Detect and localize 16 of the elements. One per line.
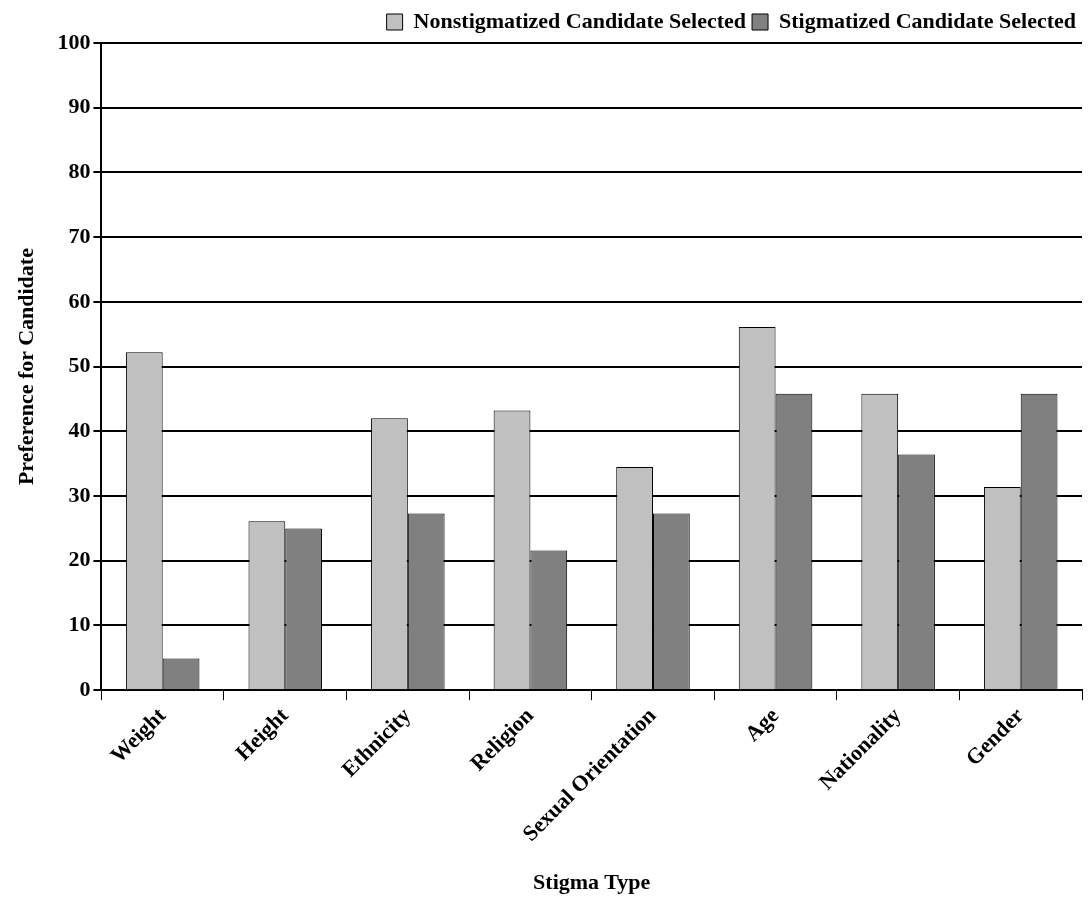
y-tick-label: 70 — [68, 222, 91, 248]
y-tick-label: 40 — [68, 417, 91, 442]
y-tick-label: 100 — [57, 28, 91, 54]
y-tick-label: 0 — [79, 675, 91, 701]
x-axis-title: Stigma Type — [533, 869, 651, 895]
y-tick-label: 10 — [68, 611, 91, 637]
legend-label: Stigmatized Candidate Selected — [779, 7, 1076, 33]
y-tick-label: 50 — [68, 352, 91, 378]
y-tick-label: 80 — [68, 158, 91, 184]
y-axis-title: Preference for Candidate — [12, 247, 38, 486]
y-tick-label: 30 — [68, 481, 91, 507]
legend-label: Nonstigmatized Candidate Selected — [413, 7, 747, 33]
y-tick-label: 90 — [68, 93, 91, 119]
x-tick-label: Age — [739, 702, 784, 746]
y-tick-label: 20 — [68, 546, 91, 572]
y-tick-label: 60 — [68, 287, 91, 313]
